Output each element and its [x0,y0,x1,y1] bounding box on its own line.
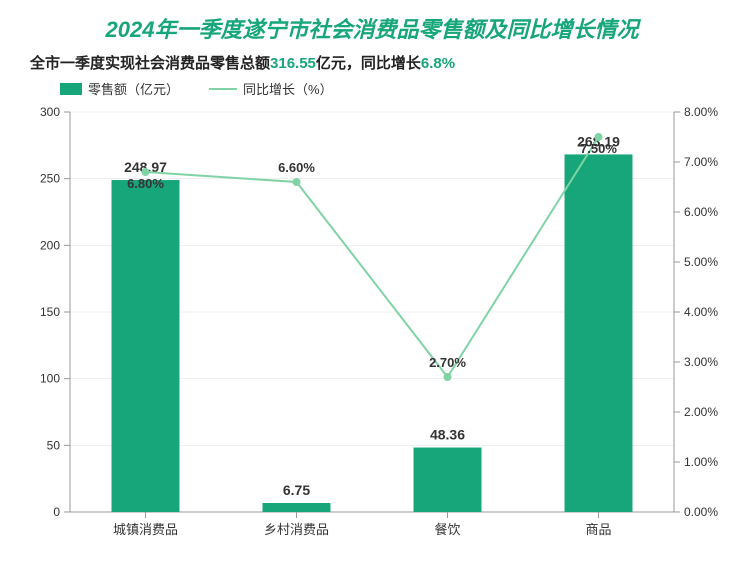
chart-plot-area: 0 50 100 150 200 250 300 0.00% 1.00% 2.00% 3.00% 4.… [20,102,724,552]
bar [414,448,482,512]
svg-text:48.36: 48.36 [430,427,465,443]
line-marker [595,133,603,141]
legend-item-line: 同比增长（%） [209,79,333,98]
bar [112,180,180,512]
line-marker [293,178,301,186]
svg-text:6.80%: 6.80% [127,176,164,191]
chart-legend: 零售额（亿元） 同比增长（%） [60,79,724,98]
svg-text:1.00%: 1.00% [684,455,718,469]
svg-text:城镇消费品: 城镇消费品 [113,522,178,537]
svg-text:300: 300 [40,105,60,119]
subtitle-value-1: 316.55 [270,55,316,72]
legend-line-swatch [209,88,237,90]
bar [565,154,633,512]
svg-text:7.00%: 7.00% [684,155,718,169]
trend-line [146,137,599,377]
svg-text:8.00%: 8.00% [684,105,718,119]
svg-text:50: 50 [47,438,61,452]
svg-text:100: 100 [40,372,60,386]
svg-text:2.70%: 2.70% [429,355,466,370]
chart-title: 2024年一季度遂宁市社会消费品零售额及同比增长情况 [20,12,724,44]
chart-svg: 0 50 100 150 200 250 300 0.00% 1.00% 2.00% 3.00% 4.… [20,102,724,552]
svg-text:5.00%: 5.00% [684,255,718,269]
svg-text:200: 200 [40,238,60,252]
svg-text:6.75: 6.75 [283,482,310,498]
svg-text:0.00%: 0.00% [684,505,718,519]
svg-text:6.60%: 6.60% [278,160,315,175]
legend-item-bar: 零售额（亿元） [60,79,179,98]
bar [263,503,331,512]
line-marker [444,373,452,381]
line-marker [142,168,150,176]
svg-text:乡村消费品: 乡村消费品 [264,522,329,537]
svg-text:7.50%: 7.50% [580,141,617,156]
chart-subtitle: 全市一季度实现社会消费品零售总额316.55亿元，同比增长6.8% [30,52,724,73]
legend-bar-label: 零售额（亿元） [88,79,179,98]
subtitle-mid: 亿元，同比增长 [316,55,421,72]
svg-text:6.00%: 6.00% [684,205,718,219]
svg-text:250: 250 [40,172,60,186]
subtitle-prefix: 全市一季度实现社会消费品零售总额 [30,55,270,72]
svg-text:150: 150 [40,305,60,319]
legend-bar-swatch [60,83,82,95]
svg-text:4.00%: 4.00% [684,305,718,319]
svg-text:餐饮: 餐饮 [434,522,460,537]
svg-text:商品: 商品 [585,522,611,537]
subtitle-value-2: 6.8% [421,55,455,72]
svg-text:3.00%: 3.00% [684,355,718,369]
svg-text:2.00%: 2.00% [684,405,718,419]
svg-text:0: 0 [53,505,60,519]
legend-line-label: 同比增长（%） [243,79,333,98]
